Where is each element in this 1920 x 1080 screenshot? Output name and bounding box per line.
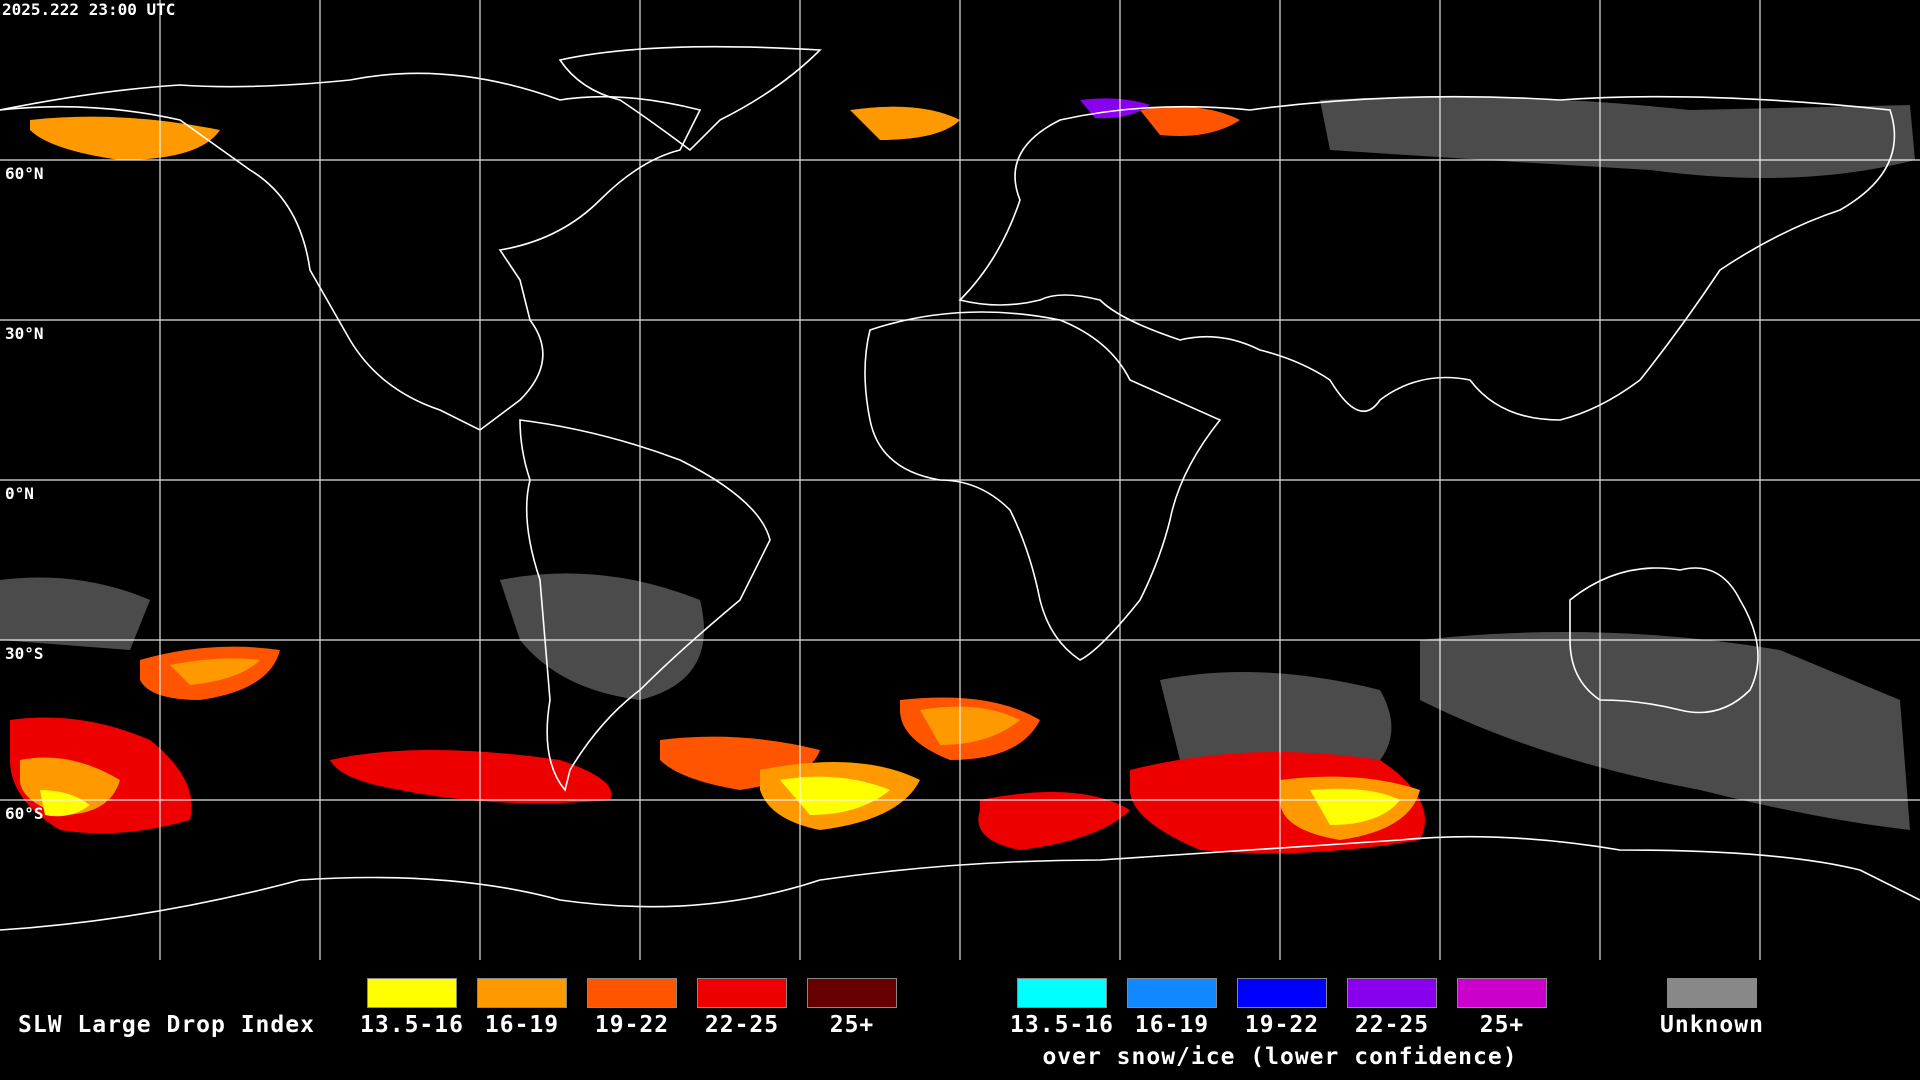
legend-label-ice-2: 19-22 bbox=[1244, 1012, 1320, 1038]
legend-label-ice-3: 22-25 bbox=[1354, 1012, 1430, 1038]
legend-swatch-water-4 bbox=[807, 978, 897, 1008]
legend-swatch-water-2 bbox=[587, 978, 677, 1008]
legend-label-water-4: 25+ bbox=[829, 1012, 875, 1038]
legend-swatch-ice-0 bbox=[1017, 978, 1107, 1008]
legend-label-water-1: 16-19 bbox=[484, 1012, 560, 1038]
slw-large-drop-layer bbox=[10, 98, 1425, 854]
legend-swatch-water-3 bbox=[697, 978, 787, 1008]
legend-ice-note: over snow/ice (lower confidence) bbox=[1042, 1044, 1518, 1070]
legend-label-water-2: 19-22 bbox=[594, 1012, 670, 1038]
legend-label-ice-0: 13.5-16 bbox=[1010, 1012, 1114, 1038]
legend-swatch-water-1 bbox=[477, 978, 567, 1008]
lat-lon-grid bbox=[0, 0, 1920, 960]
legend-swatch-water-0 bbox=[367, 978, 457, 1008]
unknown-cloud-layer bbox=[0, 96, 1915, 830]
lat-label-30s: 30°S bbox=[5, 644, 44, 663]
africa-outline bbox=[864, 311, 1222, 661]
greenland-outline bbox=[558, 45, 822, 152]
legend-title: SLW Large Drop Index bbox=[18, 1012, 315, 1038]
legend-swatch-unknown bbox=[1667, 978, 1757, 1008]
legend-label-water-0: 13.5-16 bbox=[360, 1012, 464, 1038]
north-america-outline bbox=[0, 72, 702, 431]
world-map bbox=[0, 0, 1920, 960]
legend-swatch-ice-1 bbox=[1127, 978, 1217, 1008]
eurasia-outline bbox=[958, 95, 1896, 421]
legend-swatch-ice-3 bbox=[1347, 978, 1437, 1008]
legend-swatch-ice-4 bbox=[1457, 978, 1547, 1008]
legend-label-ice-1: 16-19 bbox=[1134, 1012, 1210, 1038]
legend-label-water-3: 22-25 bbox=[704, 1012, 780, 1038]
south-america-outline bbox=[519, 419, 771, 792]
lat-label-30n: 30°N bbox=[5, 324, 44, 343]
legend-label-unknown: Unknown bbox=[1660, 1012, 1764, 1038]
timestamp-label: 2025.222 23:00 UTC bbox=[2, 0, 176, 19]
lat-label-60s: 60°S bbox=[5, 804, 44, 823]
lat-label-0n: 0°N bbox=[5, 484, 34, 503]
lat-label-60n: 60°N bbox=[5, 164, 44, 183]
legend-swatch-ice-2 bbox=[1237, 978, 1327, 1008]
legend-label-ice-4: 25+ bbox=[1479, 1012, 1525, 1038]
